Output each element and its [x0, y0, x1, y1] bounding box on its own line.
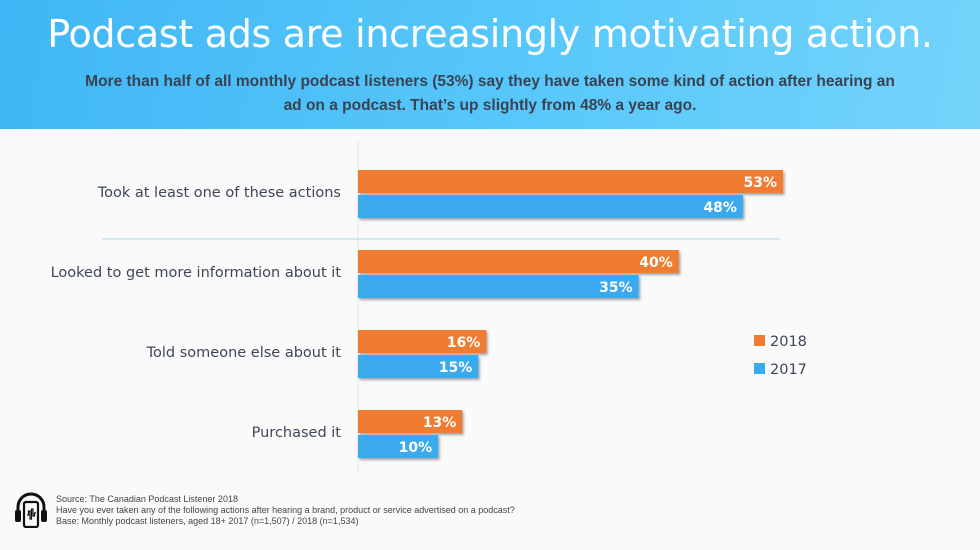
source-note: Source: The Canadian Podcast Listener 20… — [56, 494, 238, 504]
base-note: Base: Monthly podcast listeners, aged 18… — [56, 516, 359, 526]
data-label: 10% — [399, 440, 433, 456]
data-label: 35% — [599, 280, 633, 296]
bar-chart: Took at least one of these actions Looked… — [51, 140, 807, 474]
data-label: 13% — [423, 415, 457, 431]
bar-2018-3 — [358, 410, 463, 433]
category-label: Told someone else about it — [146, 345, 342, 361]
legend-swatch-2017 — [754, 363, 765, 374]
page-subtitle: More than half of all monthly podcast li… — [85, 73, 895, 114]
category-label: Looked to get more information about it — [51, 265, 342, 281]
bar-2018-0 — [358, 170, 784, 193]
data-label: 16% — [447, 335, 481, 351]
footer-notes: Source: The Canadian Podcast Listener 20… — [56, 494, 515, 527]
category-label: Purchased it — [252, 425, 342, 441]
page-title: Podcast ads are increasingly motivating … — [47, 12, 933, 56]
data-label: 48% — [703, 200, 737, 216]
bar-2017-1 — [358, 275, 639, 298]
bar-2017-2 — [358, 355, 479, 378]
bar-2018-1 — [358, 250, 679, 273]
podcast-headphones-icon — [15, 492, 47, 528]
header-banner: Podcast ads are increasingly motivating … — [0, 0, 980, 129]
data-label: 15% — [439, 360, 473, 376]
legend-label: 2018 — [770, 334, 807, 350]
bar-2017-0 — [358, 195, 743, 218]
legend: 2018 2017 — [754, 334, 807, 378]
legend-label: 2017 — [770, 362, 807, 378]
legend-swatch-2018 — [754, 335, 765, 346]
bar-2018-2 — [358, 330, 487, 353]
category-label: Took at least one of these actions — [97, 185, 341, 201]
data-label: 40% — [639, 255, 673, 271]
data-label: 53% — [744, 175, 778, 191]
bar-2017-3 — [358, 435, 439, 458]
question-note: Have you ever taken any of the following… — [56, 505, 515, 515]
